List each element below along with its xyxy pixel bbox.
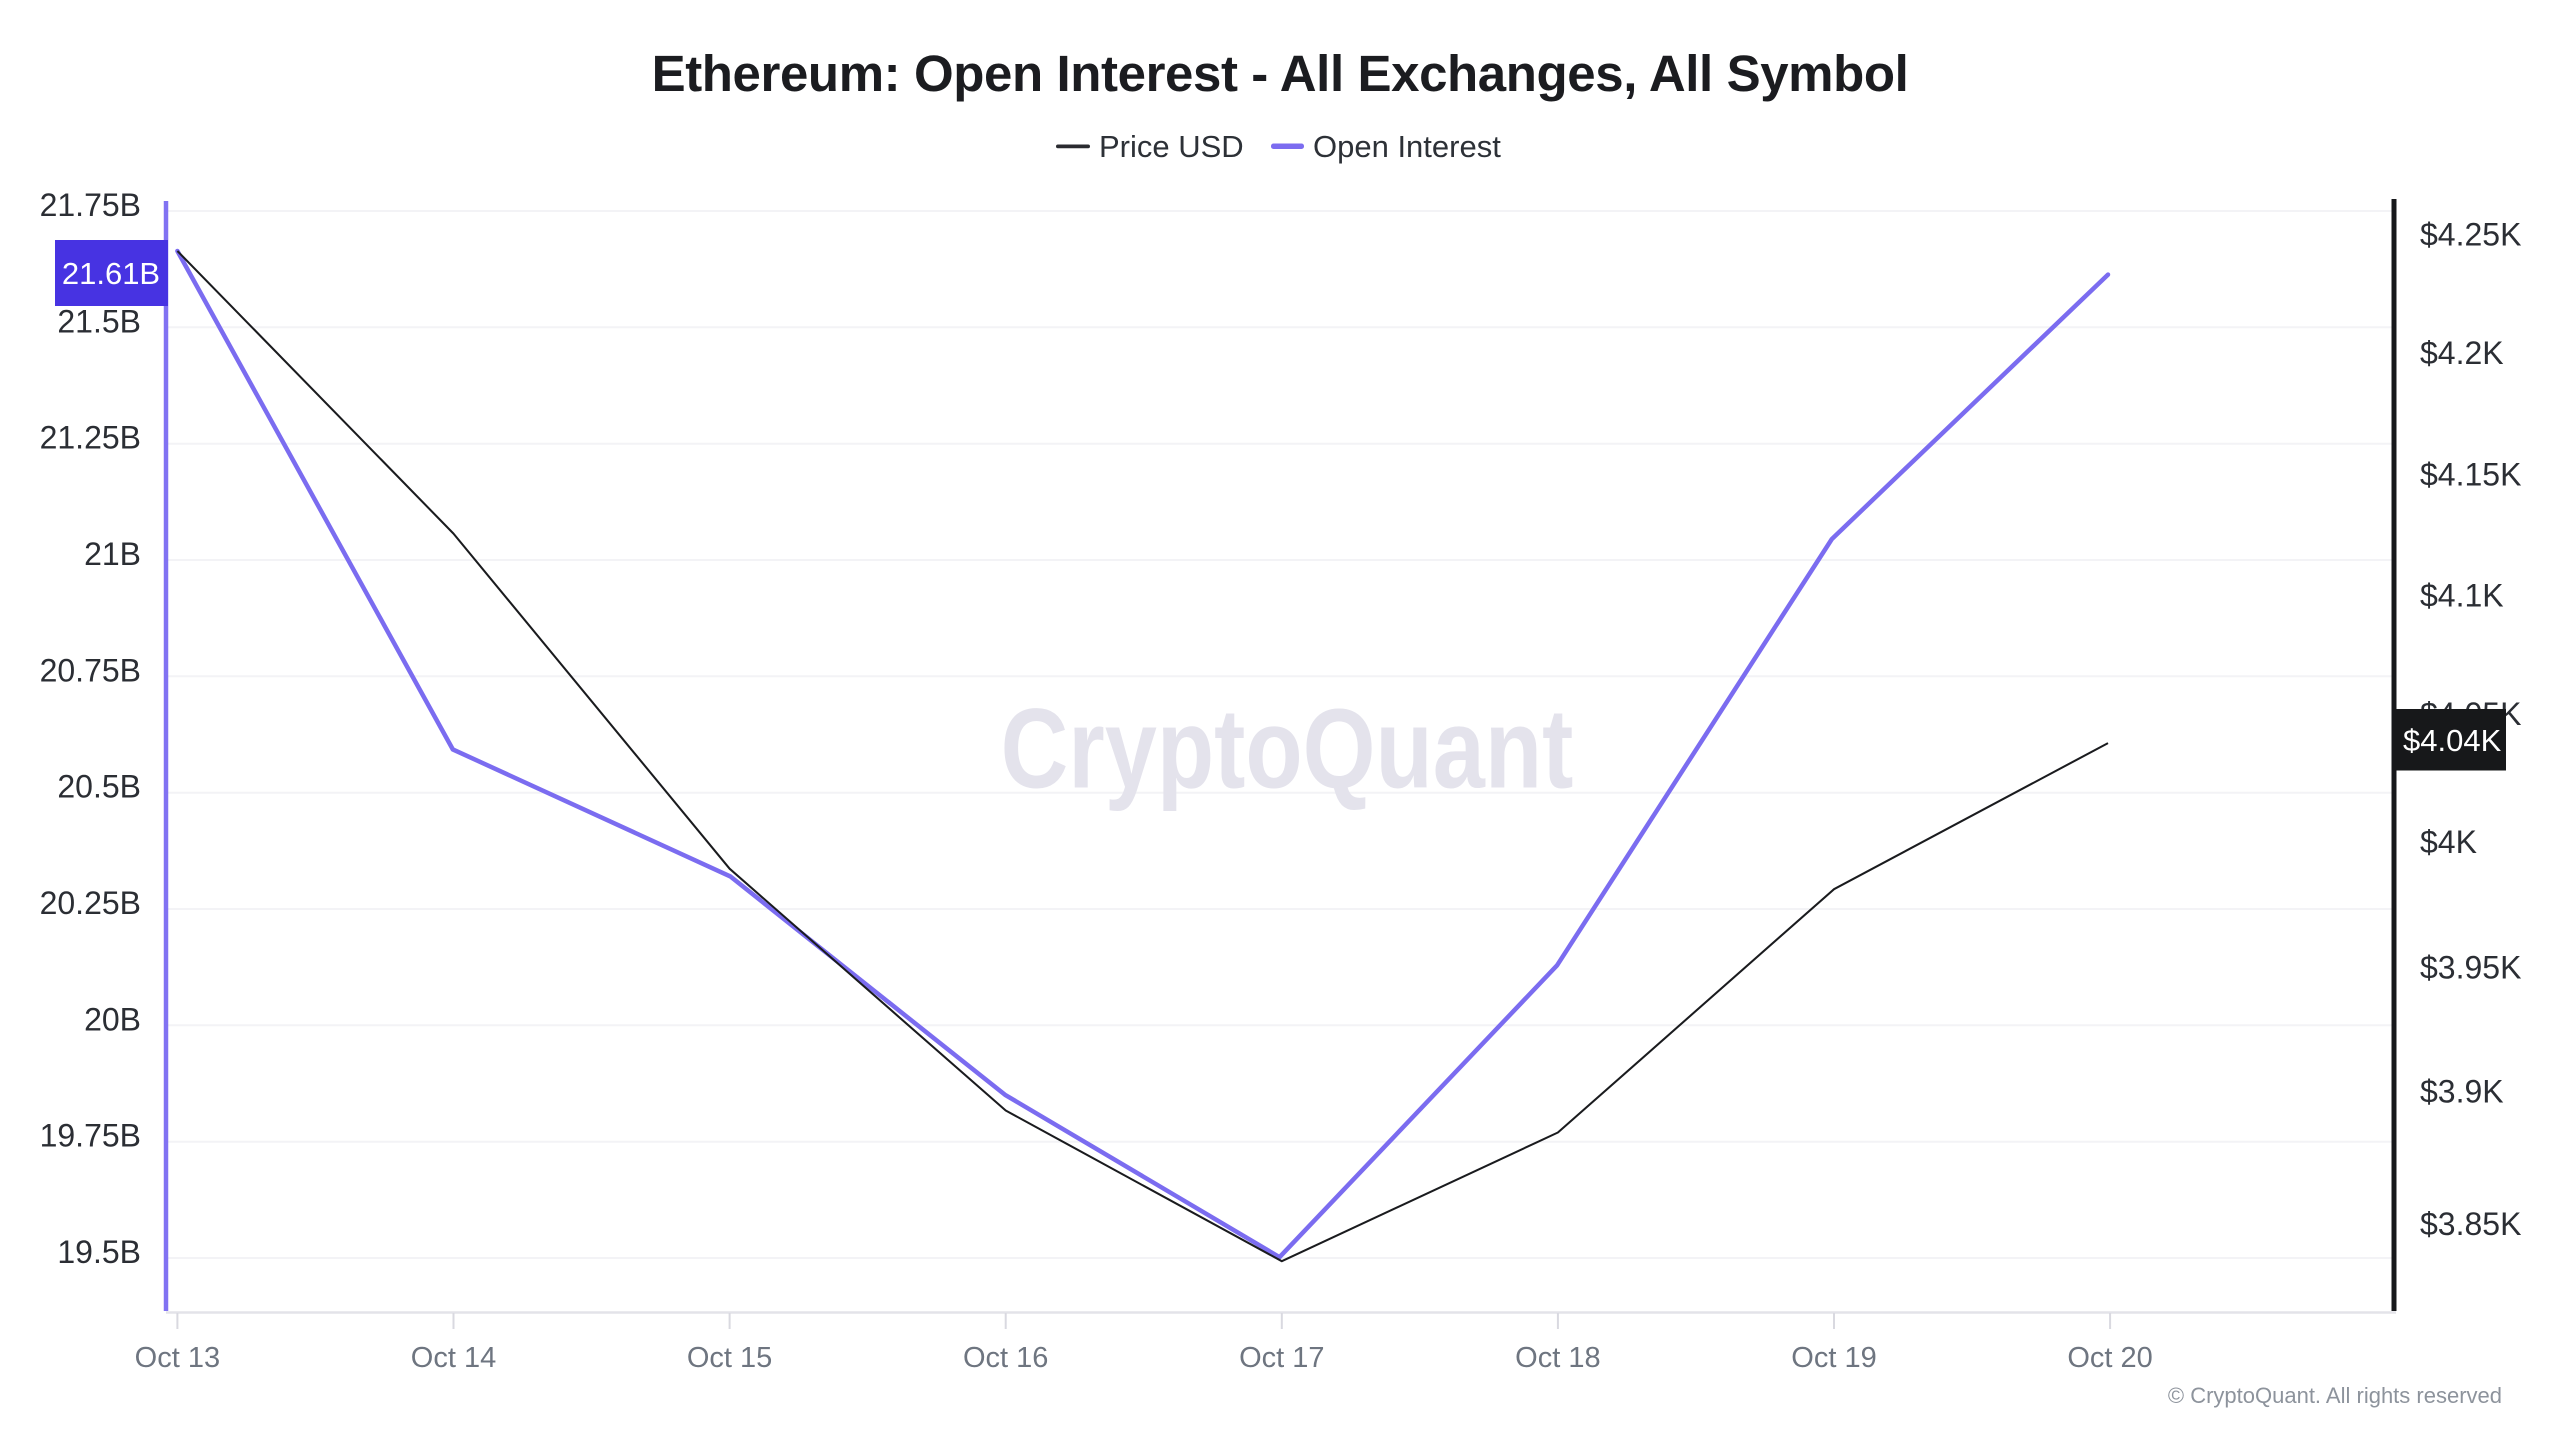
- svg-text:20B: 20B: [84, 1001, 141, 1037]
- svg-text:19.75B: 19.75B: [40, 1118, 141, 1154]
- svg-text:$3.9K: $3.9K: [2420, 1074, 2504, 1110]
- svg-text:20.5B: 20.5B: [57, 769, 141, 805]
- svg-text:$4.15K: $4.15K: [2420, 457, 2521, 493]
- svg-text:21.75B: 21.75B: [40, 187, 141, 223]
- svg-text:Open Interest: Open Interest: [1313, 129, 1501, 164]
- svg-text:20.75B: 20.75B: [40, 652, 141, 688]
- svg-text:21.5B: 21.5B: [57, 303, 141, 339]
- svg-text:21.25B: 21.25B: [40, 420, 141, 456]
- svg-text:Oct 16: Oct 16: [963, 1342, 1048, 1374]
- svg-text:21B: 21B: [84, 536, 141, 572]
- svg-text:© CryptoQuant. All rights rese: © CryptoQuant. All rights reserved: [2168, 1383, 2502, 1408]
- svg-text:19.5B: 19.5B: [57, 1234, 141, 1270]
- svg-text:$4.1K: $4.1K: [2420, 577, 2504, 613]
- svg-text:Oct 14: Oct 14: [411, 1342, 496, 1374]
- svg-text:Oct 13: Oct 13: [135, 1342, 220, 1374]
- svg-text:Oct 15: Oct 15: [687, 1342, 772, 1374]
- svg-text:Oct 18: Oct 18: [1515, 1342, 1600, 1374]
- svg-text:$4.2K: $4.2K: [2420, 335, 2504, 371]
- svg-text:20.25B: 20.25B: [40, 885, 141, 921]
- svg-text:$3.95K: $3.95K: [2420, 950, 2521, 986]
- svg-text:21.61B: 21.61B: [62, 256, 160, 291]
- svg-text:Oct 17: Oct 17: [1239, 1342, 1324, 1374]
- svg-text:$4K: $4K: [2420, 824, 2477, 860]
- svg-text:$4.04K: $4.04K: [2403, 723, 2502, 758]
- svg-text:Ethereum: Open Interest - All: Ethereum: Open Interest - All Exchanges,…: [652, 45, 1909, 102]
- svg-text:$4.25K: $4.25K: [2420, 217, 2521, 253]
- svg-text:CryptoQuant: CryptoQuant: [1001, 686, 1574, 812]
- svg-text:Oct 19: Oct 19: [1791, 1342, 1876, 1374]
- svg-text:Oct 20: Oct 20: [2067, 1342, 2152, 1374]
- svg-text:$3.85K: $3.85K: [2420, 1206, 2521, 1242]
- svg-text:Price USD: Price USD: [1099, 129, 1244, 164]
